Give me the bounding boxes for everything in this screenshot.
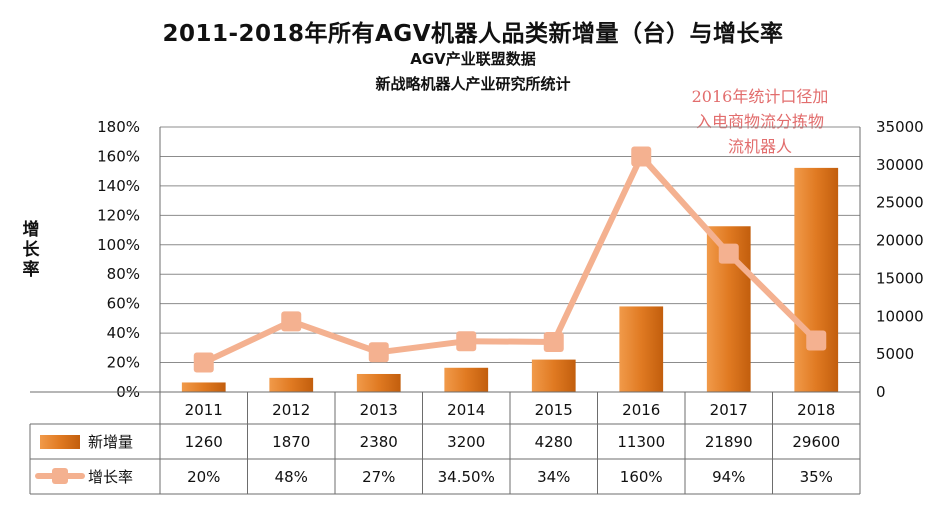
chart-subtitle-stat: 新战略机器人产业研究所统计	[375, 75, 571, 93]
bar-new-units	[356, 373, 401, 392]
y-right-tick-label: 30000	[876, 156, 924, 174]
y-left-tick-label: 140%	[97, 177, 140, 195]
legend-bar-swatch	[40, 435, 80, 449]
growth-rate-point	[193, 352, 214, 373]
chart-subtitle-source: AGV产业联盟数据	[410, 50, 536, 68]
y-left-tick-label: 60%	[107, 295, 140, 313]
y-left-tick-label: 120%	[97, 206, 140, 224]
legend-line-marker	[52, 468, 68, 484]
bar-new-units	[269, 377, 314, 392]
y-left-tick-label: 180%	[97, 118, 140, 136]
table-cell-new-units: 21890	[705, 433, 753, 451]
annotation-line-1: 2016年统计口径加	[691, 87, 829, 106]
annotation-line-2: 入电商物流分拣物	[695, 112, 824, 131]
table-cell-new-units: 11300	[617, 433, 665, 451]
growth-rate-point	[543, 331, 564, 352]
y-left-tick-label: 100%	[97, 236, 140, 254]
y-right-tick-label: 15000	[876, 269, 924, 287]
y-left-tick-label: 20%	[107, 354, 140, 372]
y-axis-left-label: 增长率	[22, 220, 40, 280]
y-right-tick-label: 20000	[876, 232, 924, 250]
growth-rate-point	[631, 146, 652, 167]
table-cell-growth-rate: 94%	[712, 468, 745, 486]
table-cell-growth-rate: 35%	[800, 468, 833, 486]
bar-new-units	[531, 359, 576, 392]
x-tick-label: 2011	[185, 401, 223, 419]
table-cell-growth-rate: 34%	[537, 468, 570, 486]
bar-new-units	[444, 367, 489, 392]
y-left-tick-label: 80%	[107, 265, 140, 283]
y-right-tick-label: 10000	[876, 307, 924, 325]
growth-rate-point	[281, 311, 302, 332]
x-tick-label: 2015	[535, 401, 573, 419]
growth-rate-point	[806, 330, 827, 351]
y-right-tick-label: 5000	[876, 345, 914, 363]
growth-rate-point	[456, 331, 477, 352]
x-tick-label: 2012	[272, 401, 310, 419]
bar-new-units	[619, 306, 664, 392]
table-cell-new-units: 4280	[535, 433, 573, 451]
table-cell-growth-rate: 34.50%	[438, 468, 495, 486]
x-tick-label: 2013	[360, 401, 398, 419]
table-cell-growth-rate: 160%	[620, 468, 663, 486]
x-tick-label: 2017	[710, 401, 748, 419]
annotation-line-3: 流机器人	[727, 137, 792, 156]
growth-rate-point	[718, 243, 739, 264]
table-cell-growth-rate: 20%	[187, 468, 220, 486]
y-left-tick-label: 40%	[107, 324, 140, 342]
table-cell-new-units: 1870	[272, 433, 310, 451]
bar-new-units	[181, 382, 226, 392]
bar-new-units	[794, 167, 839, 392]
y-left-tick-label: 160%	[97, 147, 140, 165]
table-cell-growth-rate: 27%	[362, 468, 395, 486]
table-cell-new-units: 29600	[792, 433, 840, 451]
line-growth-rate	[200, 153, 820, 366]
x-tick-label: 2018	[797, 401, 835, 419]
table-cell-new-units: 2380	[360, 433, 398, 451]
y-right-tick-label: 35000	[876, 118, 924, 136]
legend-bar-label: 新增量	[88, 433, 133, 451]
y-right-tick-label: 0	[876, 383, 886, 401]
y-right-tick-label: 25000	[876, 194, 924, 212]
table-cell-growth-rate: 48%	[275, 468, 308, 486]
chart-title: 2011-2018年所有AGV机器人品类新增量（台）与增长率	[162, 21, 784, 47]
x-tick-label: 2014	[447, 401, 485, 419]
table-cell-new-units: 1260	[185, 433, 223, 451]
x-tick-label: 2016	[622, 401, 660, 419]
chart-annotation: 2016年统计口径加 入电商物流分拣物 流机器人	[660, 84, 860, 159]
legend-line-label: 增长率	[88, 468, 133, 486]
growth-rate-point	[368, 342, 389, 363]
table-cell-new-units: 3200	[447, 433, 485, 451]
